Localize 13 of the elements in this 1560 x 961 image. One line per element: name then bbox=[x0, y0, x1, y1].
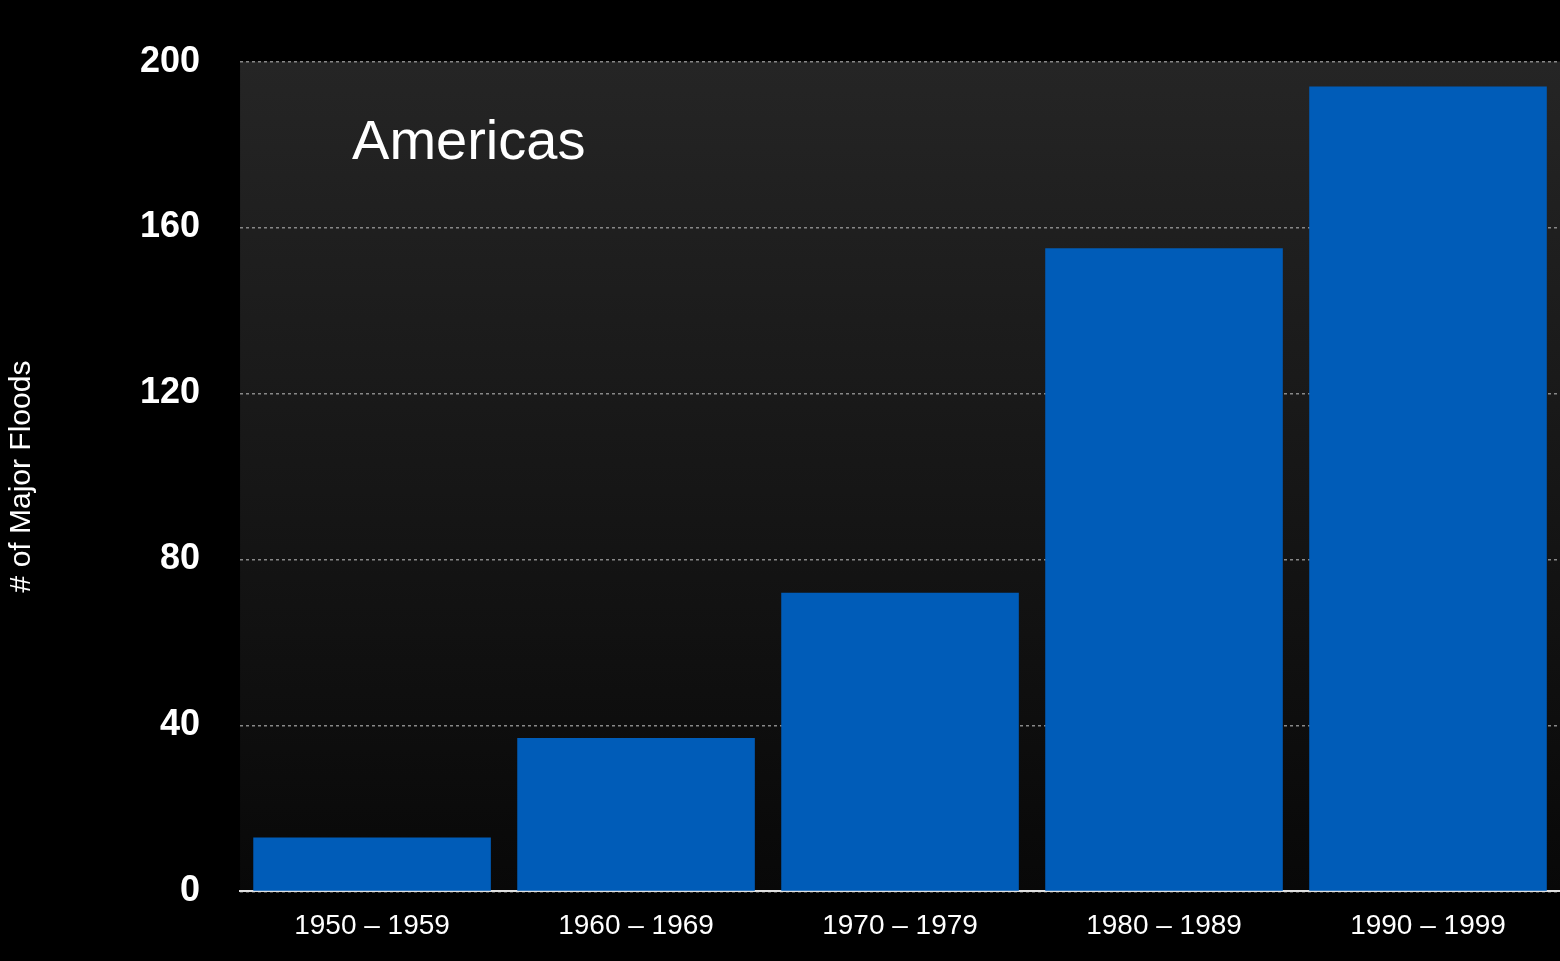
x-tick-label: 1960 – 1969 bbox=[558, 908, 714, 940]
y-tick-label: 80 bbox=[160, 536, 201, 578]
text: Americas bbox=[352, 108, 586, 172]
x-tick-label: 1950 – 1959 bbox=[294, 908, 450, 940]
y-axis-title: # of Major Floods bbox=[3, 360, 37, 593]
x-tick-label: 1980 – 1989 bbox=[1086, 908, 1242, 940]
y-tick-label: 120 bbox=[139, 370, 201, 412]
x-tick-label: 1990 – 1999 bbox=[1350, 908, 1506, 940]
y-tick-label: 200 bbox=[139, 38, 201, 80]
y-tick-label: 40 bbox=[160, 702, 201, 744]
y-tick-label: 160 bbox=[139, 204, 201, 246]
x-tick-label: 1970 – 1979 bbox=[822, 908, 978, 940]
y-tick-label: 0 bbox=[180, 868, 201, 910]
